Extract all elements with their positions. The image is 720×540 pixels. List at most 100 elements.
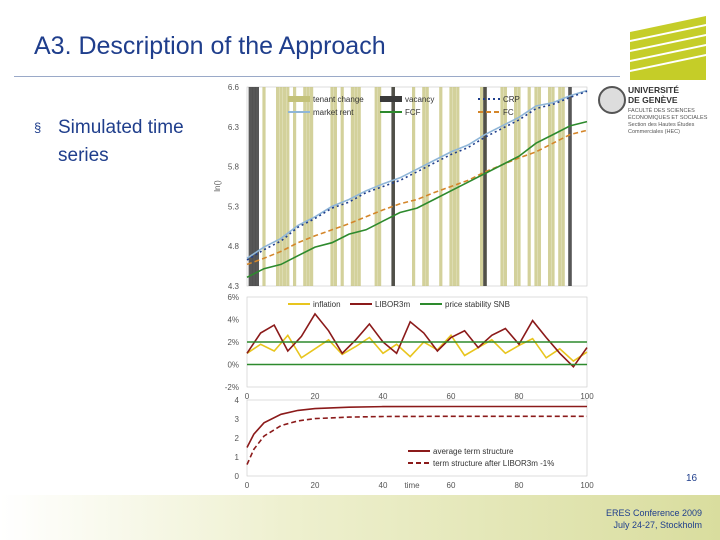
y-tick-label: -2% [225, 383, 239, 392]
conference-name: ERES Conference 2009 [605, 508, 702, 518]
tenant-change-bar [293, 87, 297, 286]
tenant-change-bar [391, 87, 395, 286]
tenant-change-bar [357, 87, 361, 286]
tenant-change-bar [333, 87, 337, 286]
legend-label: CRP [503, 95, 520, 104]
tenant-change-bar [551, 87, 555, 286]
legend-label: FC [503, 108, 514, 117]
tenant-change-bar [354, 87, 358, 286]
plot-frame [246, 86, 588, 287]
x-tick-label: 80 [515, 392, 524, 401]
legend-label: inflation [313, 300, 341, 309]
y-tick-label: 4% [227, 316, 239, 325]
tenant-change-bar [422, 87, 426, 286]
y-tick-label: 4.3 [228, 282, 240, 291]
series-line [246, 415, 587, 465]
y-tick-label: 0 [235, 472, 240, 481]
tenant-change-bar [514, 87, 518, 286]
y-tick-label: 4.8 [228, 242, 240, 251]
vacancy-bar [248, 87, 253, 286]
y-tick-label: 5.8 [228, 163, 240, 172]
legend-label: FCF [405, 108, 421, 117]
legend-label: term structure after LIBOR3m -1% [433, 459, 554, 468]
legend-label: LIBOR3m [375, 300, 410, 309]
vacancy-bar [483, 87, 487, 286]
y-tick-label: 0% [227, 361, 239, 370]
x-tick-label: 20 [311, 481, 320, 490]
x-tick-label: 20 [311, 392, 320, 401]
vacancy-bar [255, 87, 259, 286]
tenant-change-bar [548, 87, 552, 286]
conference-info: ERES Conference 2009 July 24-27, Stockho… [606, 507, 702, 531]
vacancy-bar [391, 87, 395, 286]
x-tick-label: 40 [379, 481, 388, 490]
x-tick-label: 100 [580, 481, 594, 490]
tenant-change-bar [374, 87, 378, 286]
y-tick-label: 6.3 [228, 123, 240, 132]
tenant-change-bar [262, 87, 266, 286]
tenant-change-bar [456, 87, 460, 286]
bullet-marker: § [34, 120, 42, 135]
tenant-change-bar [537, 87, 541, 286]
tenant-change-bar [378, 87, 382, 286]
tenant-change-bar [306, 87, 310, 286]
bullet-text: Simulated time series [58, 117, 184, 166]
university-seal-icon [598, 86, 626, 114]
footer-band [0, 495, 720, 540]
series-line [246, 89, 588, 259]
legend-label: tenant change [313, 95, 364, 104]
university-logo: UNIVERSITÉ DE GENÈVE FACULTÉ DES SCIENCE… [598, 84, 710, 144]
tenant-change-bar [279, 87, 283, 286]
y-tick-label: 2 [235, 434, 240, 443]
university-logo-bars [630, 16, 706, 80]
tenant-change-bar [449, 87, 453, 286]
tenant-change-bar [483, 87, 487, 286]
tenant-change-bar [480, 87, 484, 286]
x-tick-label: 60 [447, 392, 456, 401]
tenant-change-bar [310, 87, 314, 286]
tenant-change-bar [350, 87, 354, 286]
legend-label: market rent [313, 108, 354, 117]
tenant-change-bar [452, 87, 456, 286]
tenant-change-bar [303, 87, 307, 286]
vacancy-bar [252, 87, 256, 286]
series-line [246, 120, 588, 279]
tenant-change-bar [276, 87, 280, 286]
legend-label: vacancy [405, 95, 434, 104]
plot-frame [246, 399, 588, 477]
tenant-change-bar [282, 87, 286, 286]
x-tick-label: 0 [245, 481, 250, 490]
y-tick-label: 5.3 [228, 202, 240, 211]
tenant-change-bar [425, 87, 429, 286]
series-line [246, 90, 588, 261]
tenant-change-bar [500, 87, 504, 286]
y-tick-label: 2% [227, 338, 239, 347]
slide-title: A3. Description of the Approach [34, 32, 386, 60]
plot-frame [246, 296, 588, 388]
tenant-change-bar [517, 87, 521, 286]
tenant-change-bar [561, 87, 565, 286]
tenant-change-bar [412, 87, 416, 286]
faculty-name: FACULTÉ DES SCIENCES ÉCONOMIQUES ET SOCI… [628, 108, 708, 135]
university-name: UNIVERSITÉ DE GENÈVE [628, 85, 680, 105]
y-axis-label: ln() [213, 180, 222, 192]
legend-swatch [380, 96, 402, 102]
vacancy-bar [568, 87, 572, 286]
series-line [246, 333, 588, 363]
x-tick-label: 100 [580, 392, 594, 401]
y-tick-label: 4 [235, 396, 240, 405]
y-tick-label: 1 [235, 453, 240, 462]
series-line [246, 312, 588, 369]
conference-date: July 24-27, Stockholm [613, 520, 702, 530]
y-tick-label: 3 [235, 415, 240, 424]
tenant-change-bar [286, 87, 290, 286]
tenant-change-bar [330, 87, 334, 286]
x-tick-label: 80 [515, 481, 524, 490]
series-line [246, 405, 587, 448]
x-tick-label: 60 [447, 481, 456, 490]
title-divider [14, 76, 620, 77]
x-axis-label: time [404, 481, 420, 490]
y-tick-label: 6.6 [228, 83, 240, 92]
legend-label: average term structure [433, 447, 514, 456]
